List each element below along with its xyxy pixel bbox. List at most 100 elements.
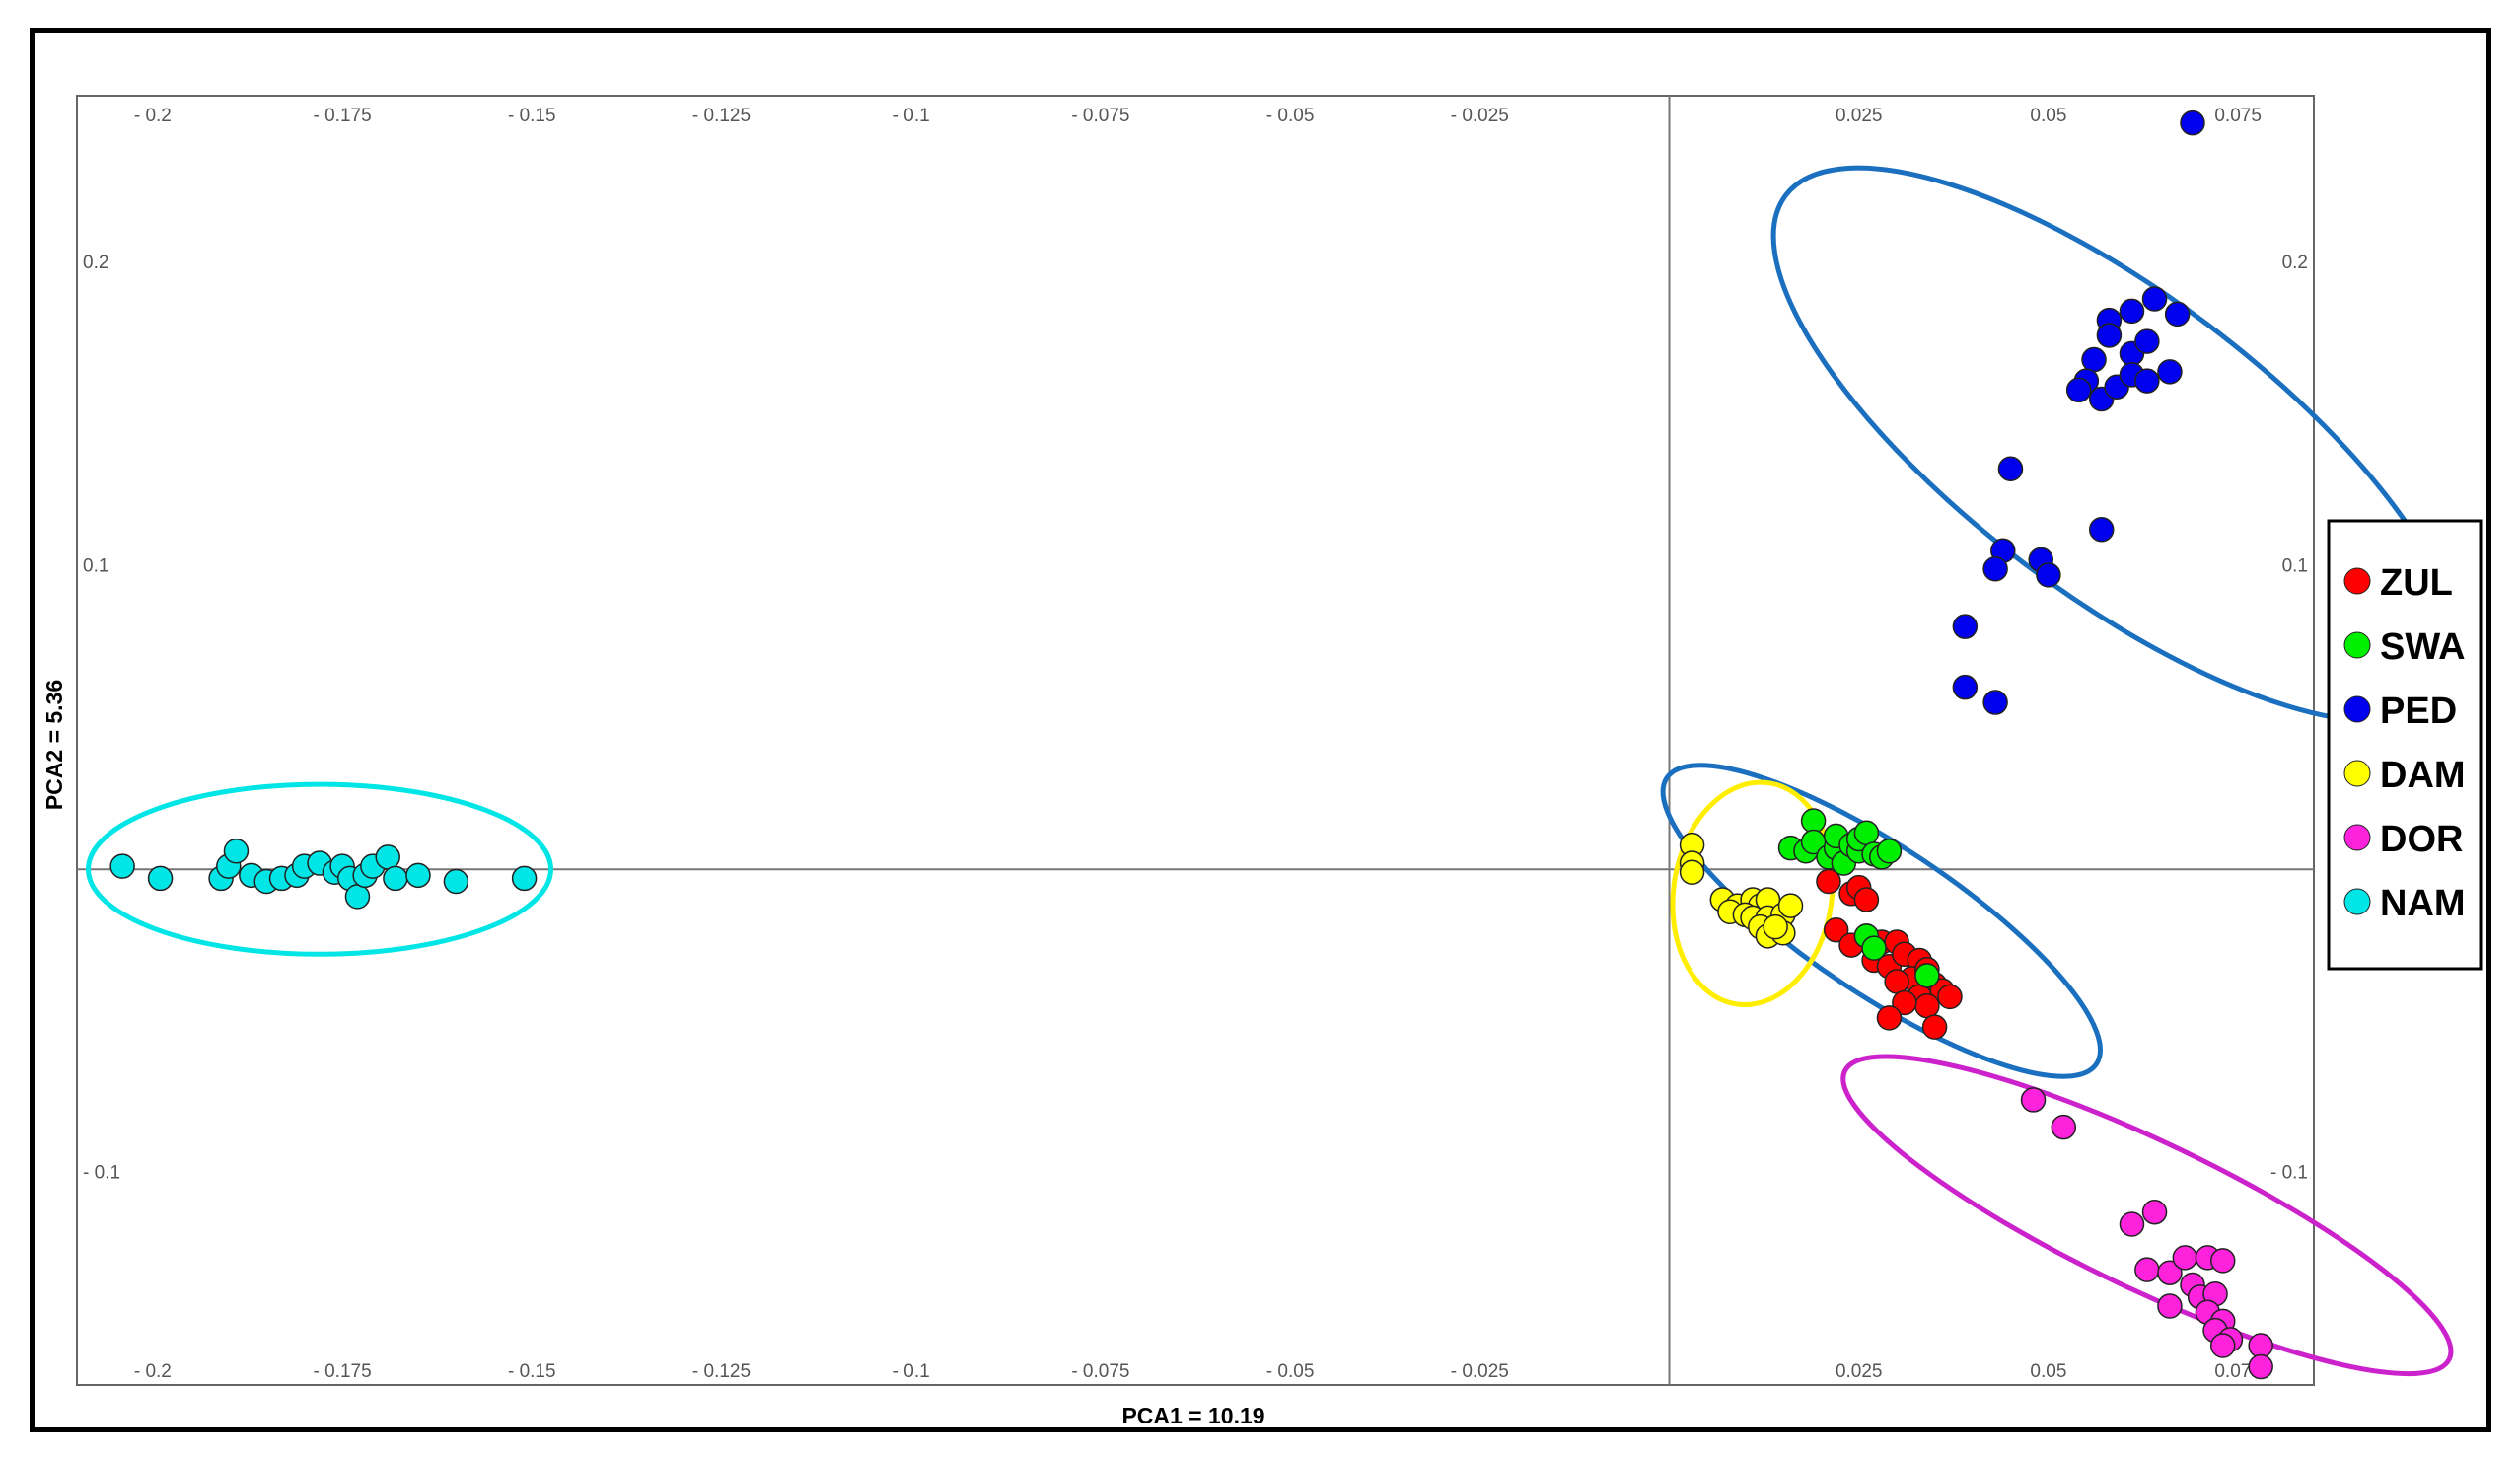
point-nam-4 <box>223 838 250 864</box>
legend-marker-nam <box>2343 888 2371 915</box>
x-tick-label-top-5: - 0.075 <box>1071 106 1129 126</box>
point-dor-19 <box>2248 1353 2273 1380</box>
point-nam-17 <box>375 844 400 870</box>
point-ped-4 <box>2164 301 2191 328</box>
legend-marker-dor <box>2343 824 2371 851</box>
x-tick-label-bottom-1: - 0.175 <box>314 1361 372 1382</box>
legend-marker-zul <box>2343 567 2371 595</box>
legend-label-zul: ZUL <box>2380 562 2453 604</box>
point-zul-19 <box>1914 992 1940 1019</box>
point-ped-19 <box>1982 555 2008 582</box>
point-zul-14 <box>1884 969 1909 994</box>
point-dor-3 <box>2141 1199 2168 1225</box>
point-ped-9 <box>2157 359 2183 385</box>
point-dor-4 <box>2134 1257 2160 1282</box>
legend-label-ped: PED <box>2380 691 2457 732</box>
point-dor-18 <box>2248 1333 2273 1358</box>
point-dam-2 <box>1679 859 1705 886</box>
point-dor-8 <box>2209 1248 2236 1274</box>
point-nam-19 <box>405 862 431 889</box>
x-tick-label-bottom-8: 0.025 <box>1836 1361 1883 1382</box>
x-tick-label-top-9: 0.05 <box>2030 106 2066 126</box>
y-tick-label-left-1: 0.1 <box>83 556 108 577</box>
x-tick-label-bottom-6: - 0.05 <box>1266 1361 1315 1382</box>
point-ped-0 <box>2180 109 2205 136</box>
point-ped-16 <box>1997 456 2024 482</box>
legend-marker-dam <box>2343 760 2371 787</box>
x-tick-label-top-10: 0.075 <box>2214 106 2262 126</box>
point-zul-23 <box>1937 984 1963 1010</box>
point-swa-14 <box>1876 838 1903 864</box>
point-nam-18 <box>383 865 408 892</box>
figure-frame: - 0.2 - 0.2 - 0.175 - 0.175 - 0.15 - 0.15 - 0.… <box>30 28 2491 1432</box>
point-ped-17 <box>2088 517 2115 543</box>
point-swa-2 <box>1800 808 1827 834</box>
point-ped-6 <box>2081 346 2107 373</box>
point-ped-23 <box>1952 674 1979 700</box>
x-tick-label-bottom-0: - 0.2 <box>134 1361 172 1382</box>
x-tick-label-bottom-9: 0.05 <box>2030 1361 2066 1382</box>
point-ped-14 <box>2134 368 2160 394</box>
x-tick-label-top-0: - 0.2 <box>134 106 172 126</box>
x-tick-label-top-2: - 0.15 <box>508 106 556 126</box>
point-nam-21 <box>511 865 538 892</box>
point-ped-8 <box>2134 328 2160 354</box>
legend-label-swa: SWA <box>2380 626 2466 668</box>
legend: ZUL SWA PED DAM DOR NAM <box>2327 519 2483 971</box>
x-tick-label-top-1: - 0.175 <box>314 106 372 126</box>
x-tick-label-bottom-7: - 0.025 <box>1451 1361 1509 1382</box>
point-swa-16 <box>1861 935 1887 961</box>
point-swa-17 <box>1914 963 1940 988</box>
y-tick-label-right-1: 0.1 <box>2282 556 2308 577</box>
x-axis-title: PCA1 = 10.19 <box>1121 1403 1264 1427</box>
point-dor-0 <box>2020 1087 2047 1113</box>
point-zul-20 <box>1892 989 1917 1016</box>
point-nam-1 <box>147 865 174 892</box>
point-ped-5 <box>2096 323 2123 348</box>
point-zul-3 <box>1853 887 1880 912</box>
point-dor-12 <box>2157 1293 2183 1319</box>
point-dor-1 <box>2051 1114 2077 1140</box>
x-tick-label-bottom-3: - 0.125 <box>692 1361 751 1382</box>
y-tick-label-left-2: - 0.1 <box>83 1163 120 1184</box>
point-dor-17 <box>2209 1333 2236 1358</box>
point-ped-24 <box>1982 690 2008 715</box>
x-tick-label-top-4: - 0.1 <box>893 106 930 126</box>
point-ped-2 <box>2119 298 2145 325</box>
point-ped-22 <box>1952 614 1979 639</box>
y-tick-label-right-2: - 0.1 <box>2270 1163 2308 1184</box>
point-zul-4 <box>1823 916 1849 943</box>
point-nam-0 <box>109 853 135 879</box>
point-dor-6 <box>2172 1245 2198 1271</box>
cluster-ellipse-4 <box>1840 1054 2454 1377</box>
point-dor-5 <box>2157 1260 2183 1285</box>
x-tick-label-bottom-5: - 0.075 <box>1071 1361 1129 1382</box>
cluster-ellipse-3 <box>1670 779 1836 1008</box>
x-tick-label-top-6: - 0.05 <box>1266 106 1315 126</box>
point-zul-21 <box>1876 1005 1903 1031</box>
point-zul-22 <box>1921 1014 1948 1040</box>
x-tick-label-bottom-2: - 0.15 <box>508 1361 556 1382</box>
legend-label-nam: NAM <box>2380 883 2466 924</box>
point-ped-15 <box>2065 377 2092 403</box>
point-dam-17 <box>1763 913 1788 940</box>
legend-label-dor: DOR <box>2380 819 2463 860</box>
x-tick-label-top-7: - 0.025 <box>1451 106 1509 126</box>
point-nam-14 <box>344 884 371 910</box>
point-dor-2 <box>2119 1211 2145 1237</box>
point-swa-11 <box>1853 820 1880 846</box>
cluster-ellipse-0 <box>86 781 554 957</box>
cluster-ellipse-2 <box>1660 763 2103 1079</box>
point-nam-20 <box>443 868 469 895</box>
point-dam-13 <box>1777 893 1804 918</box>
point-ped-3 <box>2141 286 2168 312</box>
y-tick-label-left-0: 0.2 <box>83 253 108 273</box>
legend-label-dam: DAM <box>2380 755 2466 796</box>
x-tick-label-bottom-4: - 0.1 <box>893 1361 930 1382</box>
x-tick-label-top-8: 0.025 <box>1836 106 1883 126</box>
x-tick-label-top-3: - 0.125 <box>692 106 751 126</box>
plot-area <box>76 95 2315 1386</box>
y-tick-label-right-0: 0.2 <box>2282 253 2308 273</box>
legend-marker-swa <box>2343 631 2371 659</box>
y-axis-title: PCA2 = 5.36 <box>41 680 67 810</box>
